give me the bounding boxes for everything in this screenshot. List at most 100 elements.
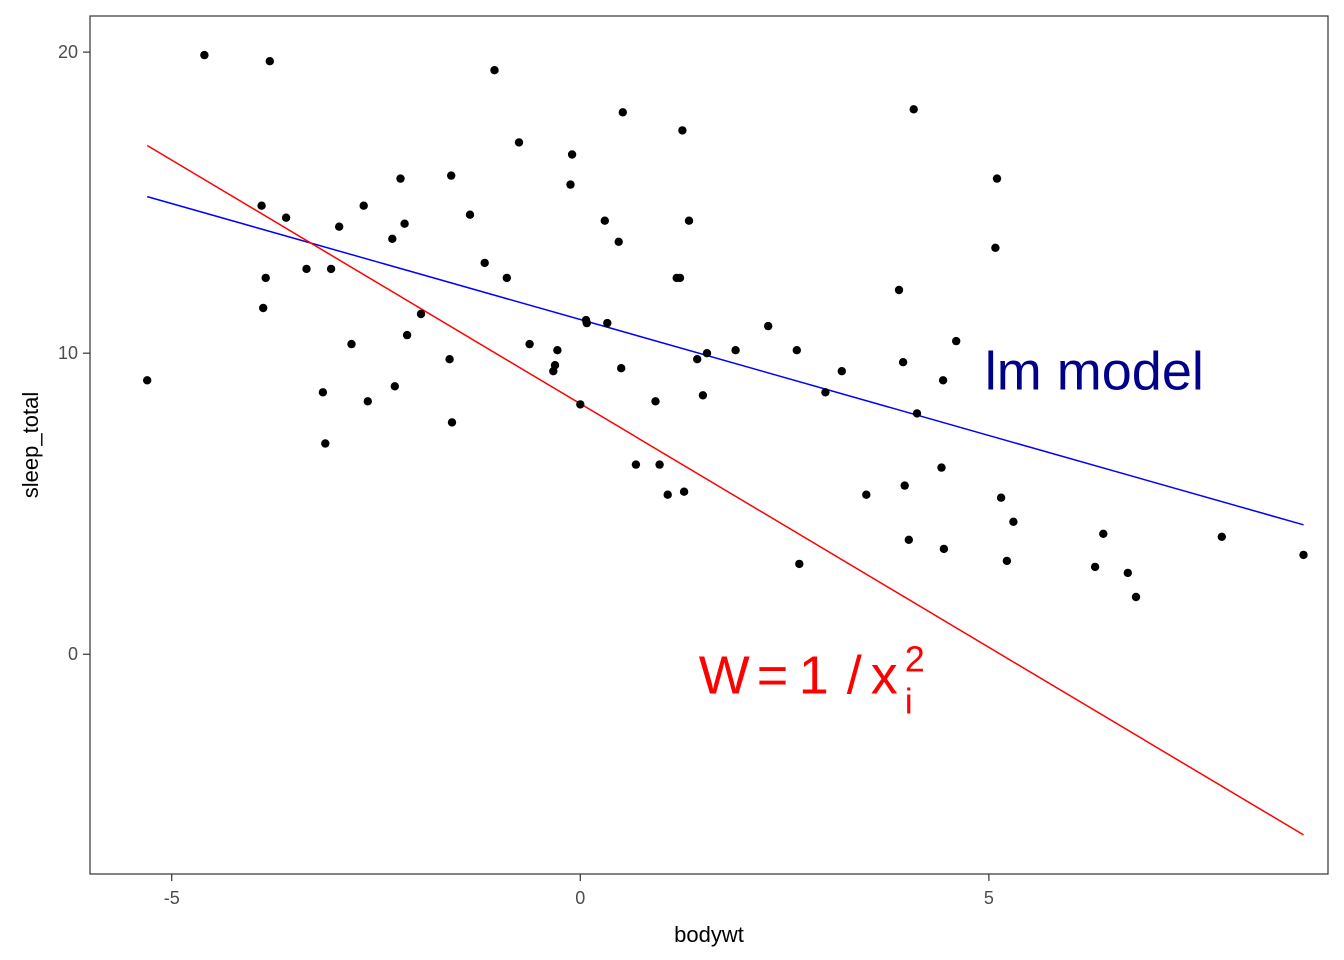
data-point bbox=[143, 376, 152, 385]
data-point bbox=[792, 346, 801, 355]
data-point bbox=[651, 397, 660, 406]
x-axis-title: bodywt bbox=[674, 922, 744, 947]
data-point bbox=[603, 318, 612, 328]
y-axis-title: sleep_total bbox=[18, 392, 43, 498]
data-point bbox=[600, 216, 609, 225]
formula-superscript-2: 2 bbox=[905, 638, 925, 679]
data-point bbox=[359, 201, 368, 210]
formula-one: 1 bbox=[799, 645, 829, 705]
formula-equals: = bbox=[757, 645, 789, 705]
data-point bbox=[992, 174, 1002, 183]
data-point bbox=[898, 358, 908, 367]
plot-panel bbox=[89, 15, 1329, 875]
data-point bbox=[388, 234, 397, 243]
data-point bbox=[1123, 568, 1133, 578]
data-point bbox=[400, 219, 409, 228]
data-point bbox=[390, 382, 399, 391]
data-point bbox=[281, 213, 291, 222]
data-point bbox=[912, 409, 922, 418]
data-point bbox=[1099, 529, 1108, 538]
data-point bbox=[795, 559, 804, 569]
data-point bbox=[702, 349, 712, 358]
data-point bbox=[567, 150, 577, 159]
fitted-lines bbox=[146, 144, 1304, 836]
data-point bbox=[447, 171, 456, 180]
data-point bbox=[894, 285, 904, 295]
x-axis-ticks: -5 0 5 bbox=[164, 874, 994, 908]
data-point bbox=[261, 273, 270, 283]
lm-fit-line bbox=[146, 195, 1304, 526]
data-point bbox=[1090, 562, 1100, 572]
data-point bbox=[326, 264, 336, 274]
data-point bbox=[991, 243, 1000, 252]
y-tick-label: 10 bbox=[58, 343, 78, 363]
data-point bbox=[1299, 550, 1308, 560]
data-point bbox=[445, 355, 454, 364]
data-point bbox=[553, 346, 562, 355]
data-point bbox=[764, 321, 773, 331]
data-point bbox=[1131, 592, 1141, 602]
data-point bbox=[904, 535, 913, 544]
data-point bbox=[731, 346, 740, 355]
data-point bbox=[618, 108, 627, 117]
data-point bbox=[514, 138, 524, 147]
data-point bbox=[1009, 517, 1018, 526]
data-point bbox=[614, 237, 623, 246]
data-point bbox=[679, 487, 689, 496]
data-point bbox=[490, 66, 499, 75]
data-point bbox=[335, 222, 344, 231]
data-point bbox=[684, 216, 694, 225]
data-point bbox=[416, 309, 426, 319]
data-point bbox=[698, 391, 708, 400]
data-point bbox=[631, 460, 641, 469]
data-point bbox=[465, 210, 475, 219]
data-point bbox=[996, 493, 1006, 502]
data-point bbox=[952, 336, 961, 346]
data-point bbox=[347, 339, 356, 349]
data-point bbox=[663, 490, 672, 499]
data-point bbox=[909, 105, 918, 114]
formula-slash: / bbox=[847, 645, 862, 705]
formula-x: x bbox=[871, 645, 898, 705]
y-axis-ticks: 0 10 20 bbox=[58, 42, 90, 664]
weighted-fit-line bbox=[146, 144, 1304, 836]
data-point bbox=[937, 463, 946, 472]
data-point bbox=[576, 400, 585, 409]
data-point bbox=[525, 339, 534, 349]
data-point bbox=[566, 180, 575, 189]
data-point bbox=[1002, 556, 1012, 566]
data-point bbox=[821, 388, 830, 397]
data-point bbox=[302, 264, 311, 274]
lm-model-annotation: lm model bbox=[985, 341, 1204, 401]
data-point bbox=[396, 174, 405, 183]
weight-formula-annotation: W = 1 / x i 2 bbox=[699, 638, 925, 721]
y-tick-label: 0 bbox=[68, 644, 78, 664]
data-point bbox=[938, 376, 948, 385]
data-point bbox=[939, 544, 949, 554]
data-point bbox=[318, 388, 328, 397]
data-point bbox=[550, 361, 560, 370]
data-point bbox=[862, 490, 871, 499]
data-point bbox=[363, 397, 372, 406]
data-point bbox=[837, 367, 846, 376]
data-point bbox=[321, 439, 330, 448]
data-point bbox=[200, 50, 209, 60]
data-point bbox=[582, 318, 591, 328]
data-point bbox=[617, 364, 626, 373]
data-point bbox=[259, 303, 268, 313]
data-point bbox=[675, 273, 685, 283]
data-point bbox=[693, 355, 702, 364]
data-point bbox=[678, 126, 687, 135]
data-point bbox=[402, 330, 412, 340]
y-tick-label: 20 bbox=[58, 42, 78, 62]
x-tick-label: 5 bbox=[984, 888, 994, 908]
scatter-points bbox=[143, 50, 1308, 602]
data-point bbox=[1217, 532, 1227, 541]
data-point bbox=[900, 481, 909, 490]
x-tick-label: -5 bbox=[164, 888, 180, 908]
data-point bbox=[502, 273, 511, 283]
formula-subscript-i: i bbox=[905, 680, 913, 721]
data-point bbox=[447, 418, 457, 427]
data-point bbox=[480, 258, 489, 268]
